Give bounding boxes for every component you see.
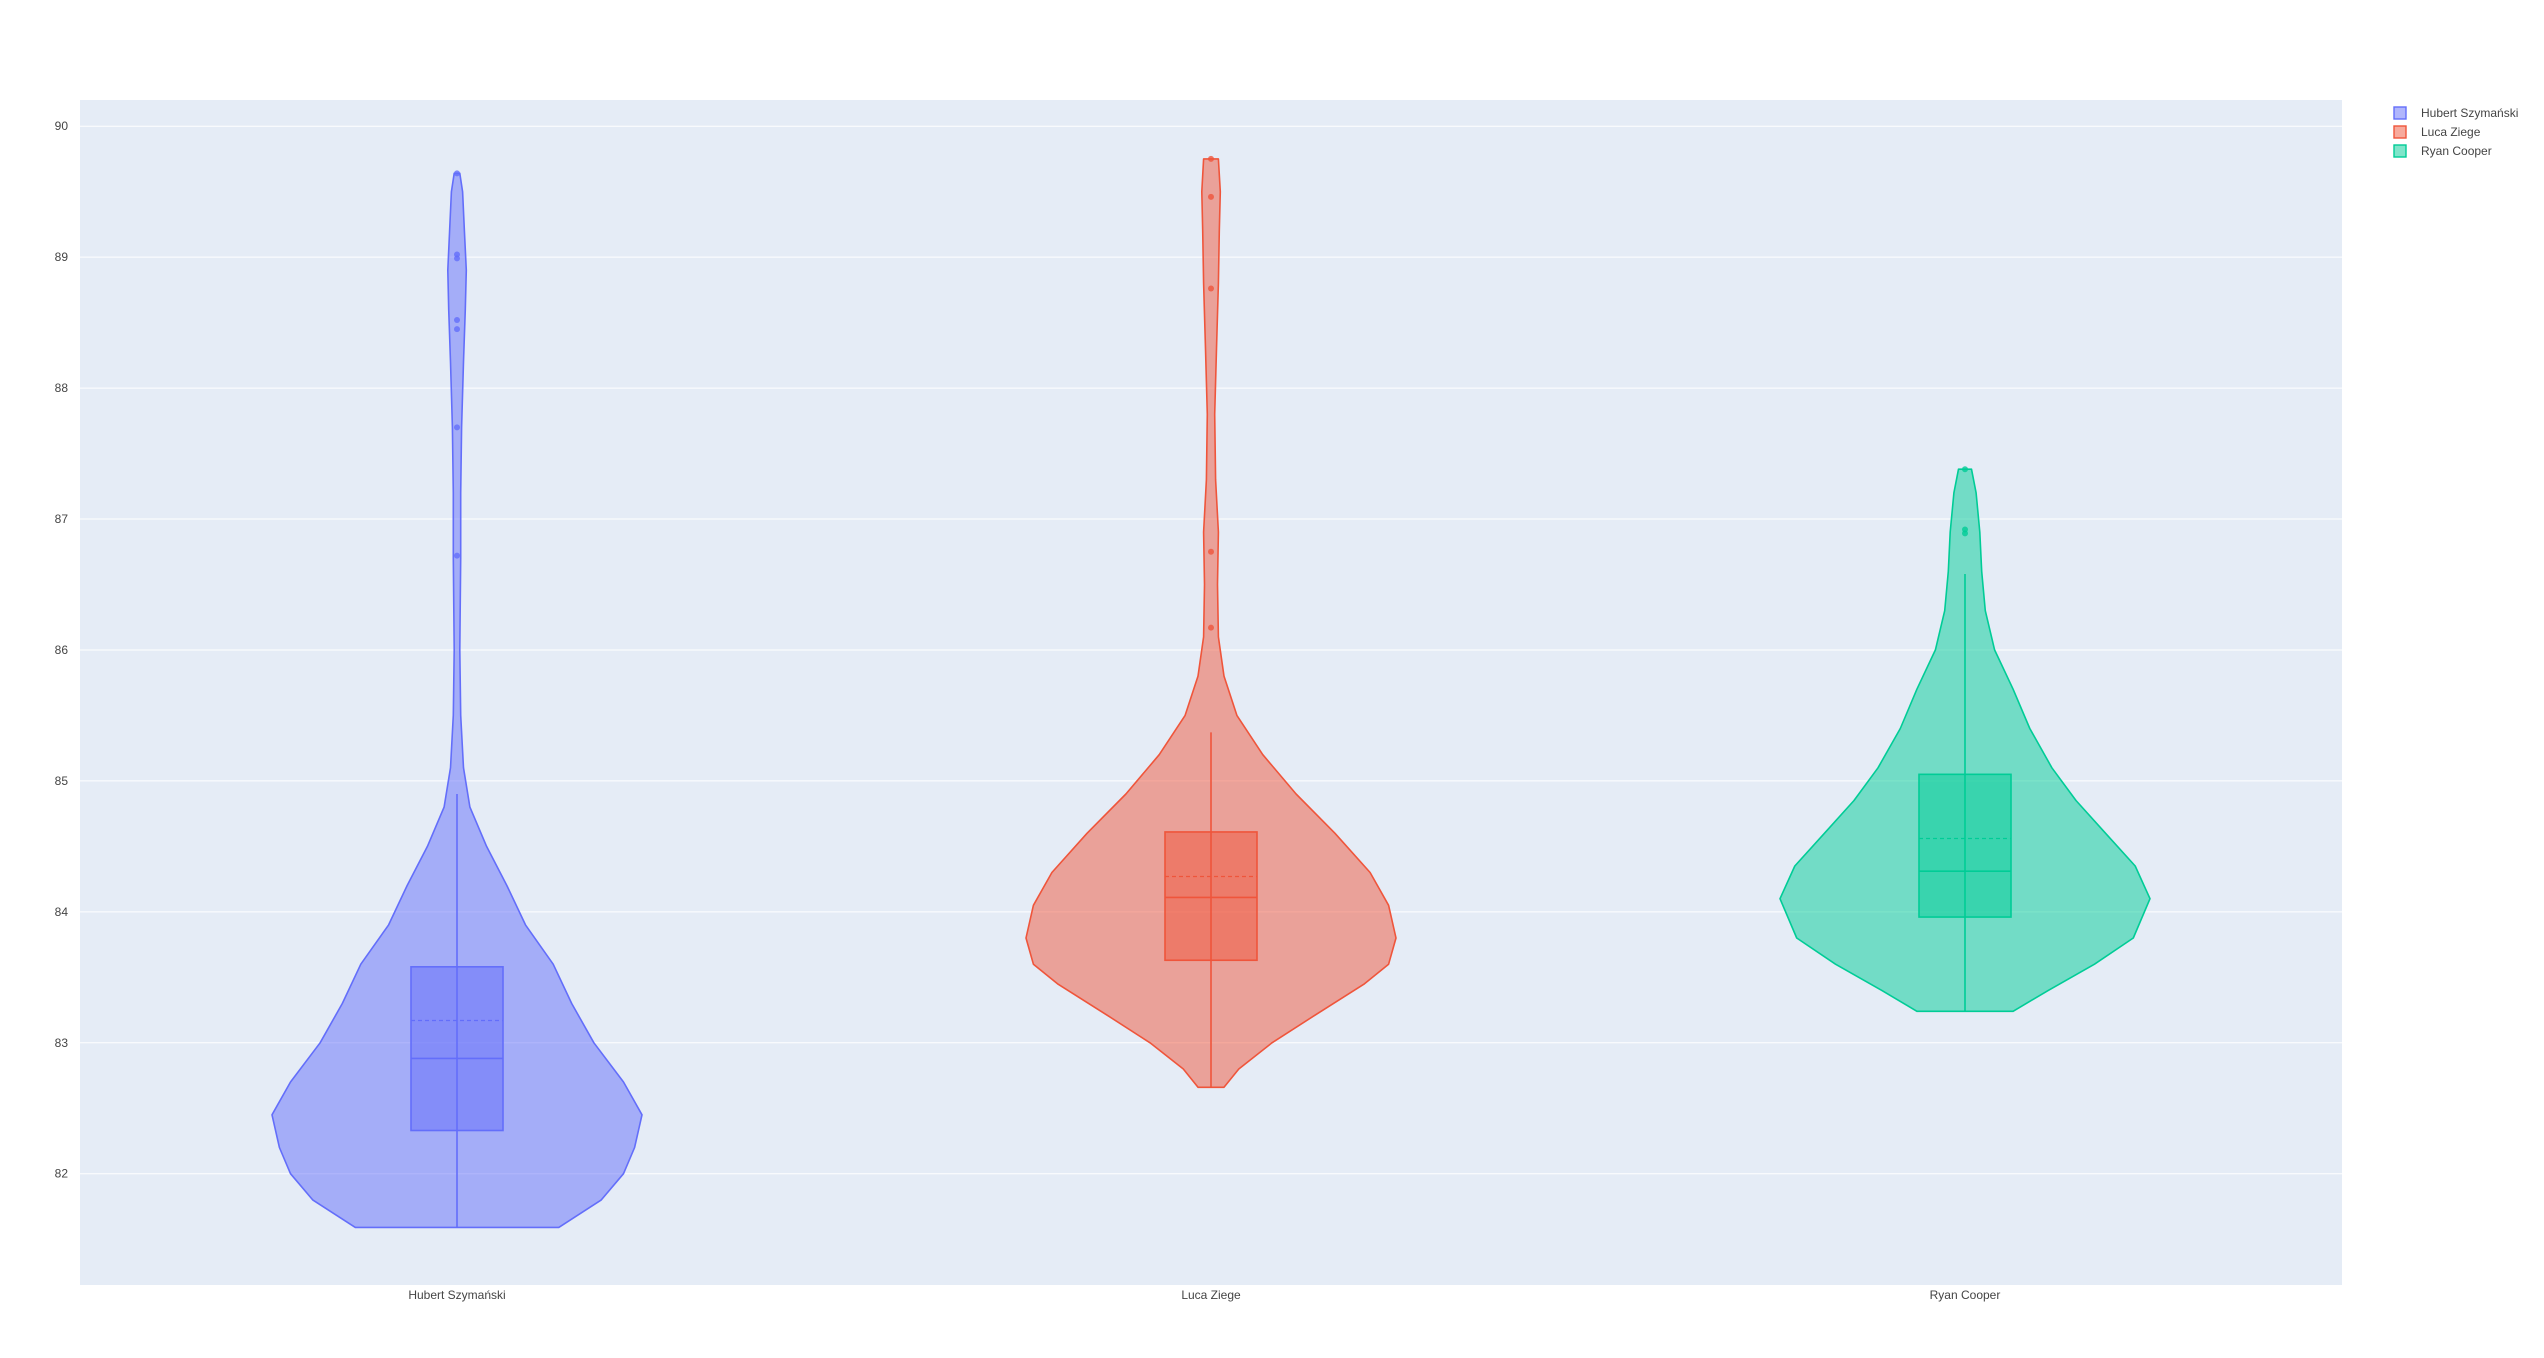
legend-swatch xyxy=(2393,125,2407,139)
legend: Hubert Szymański Luca Ziege Ryan Cooper xyxy=(2393,106,2518,158)
legend-item-label: Ryan Cooper xyxy=(2421,144,2492,158)
y-tick-label: 85 xyxy=(55,774,69,788)
outlier-point xyxy=(1208,285,1214,292)
outlier-point xyxy=(1208,548,1214,555)
y-tick-label: 82 xyxy=(55,1167,69,1181)
legend-swatch xyxy=(2393,106,2407,120)
outlier-point xyxy=(1962,530,1968,537)
outlier-point xyxy=(454,424,460,431)
y-tick-label: 84 xyxy=(55,905,69,919)
x-axis-ticks: Hubert Szymański Luca Ziege Ryan Cooper xyxy=(408,1288,2000,1302)
violin-group xyxy=(271,170,643,1229)
y-tick-label: 90 xyxy=(55,119,69,133)
y-tick-label: 88 xyxy=(55,381,69,395)
outlier-point xyxy=(454,552,460,559)
x-tick-label: Luca Ziege xyxy=(1181,1288,1241,1302)
legend-item-label: Hubert Szymański xyxy=(2421,106,2518,120)
outlier-point xyxy=(454,326,460,333)
violins xyxy=(271,155,2151,1229)
violin-body xyxy=(1025,158,1397,1089)
x-tick-label: Ryan Cooper xyxy=(1930,1288,2001,1302)
x-tick-label: Hubert Szymański xyxy=(408,1288,505,1302)
box xyxy=(1164,831,1258,962)
violin-group xyxy=(1025,155,1397,1089)
y-tick-label: 83 xyxy=(55,1036,69,1050)
violin-group xyxy=(1779,466,2151,1013)
y-tick-label: 86 xyxy=(55,643,69,657)
legend-item-label: Luca Ziege xyxy=(2421,125,2481,139)
outlier-point xyxy=(1208,193,1214,200)
y-axis-ticks: 82 83 84 85 86 87 88 89 90 xyxy=(55,119,69,1181)
outlier-point xyxy=(454,255,460,262)
legend-swatch xyxy=(2393,144,2407,158)
box xyxy=(1918,773,2012,918)
outlier-point xyxy=(454,316,460,323)
outlier-point xyxy=(454,170,460,177)
outlier-point xyxy=(1962,466,1968,473)
y-tick-label: 87 xyxy=(55,512,69,526)
outlier-point xyxy=(1208,155,1214,162)
box xyxy=(410,966,504,1132)
y-tick-label: 89 xyxy=(55,250,69,264)
outlier-point xyxy=(1208,624,1214,631)
